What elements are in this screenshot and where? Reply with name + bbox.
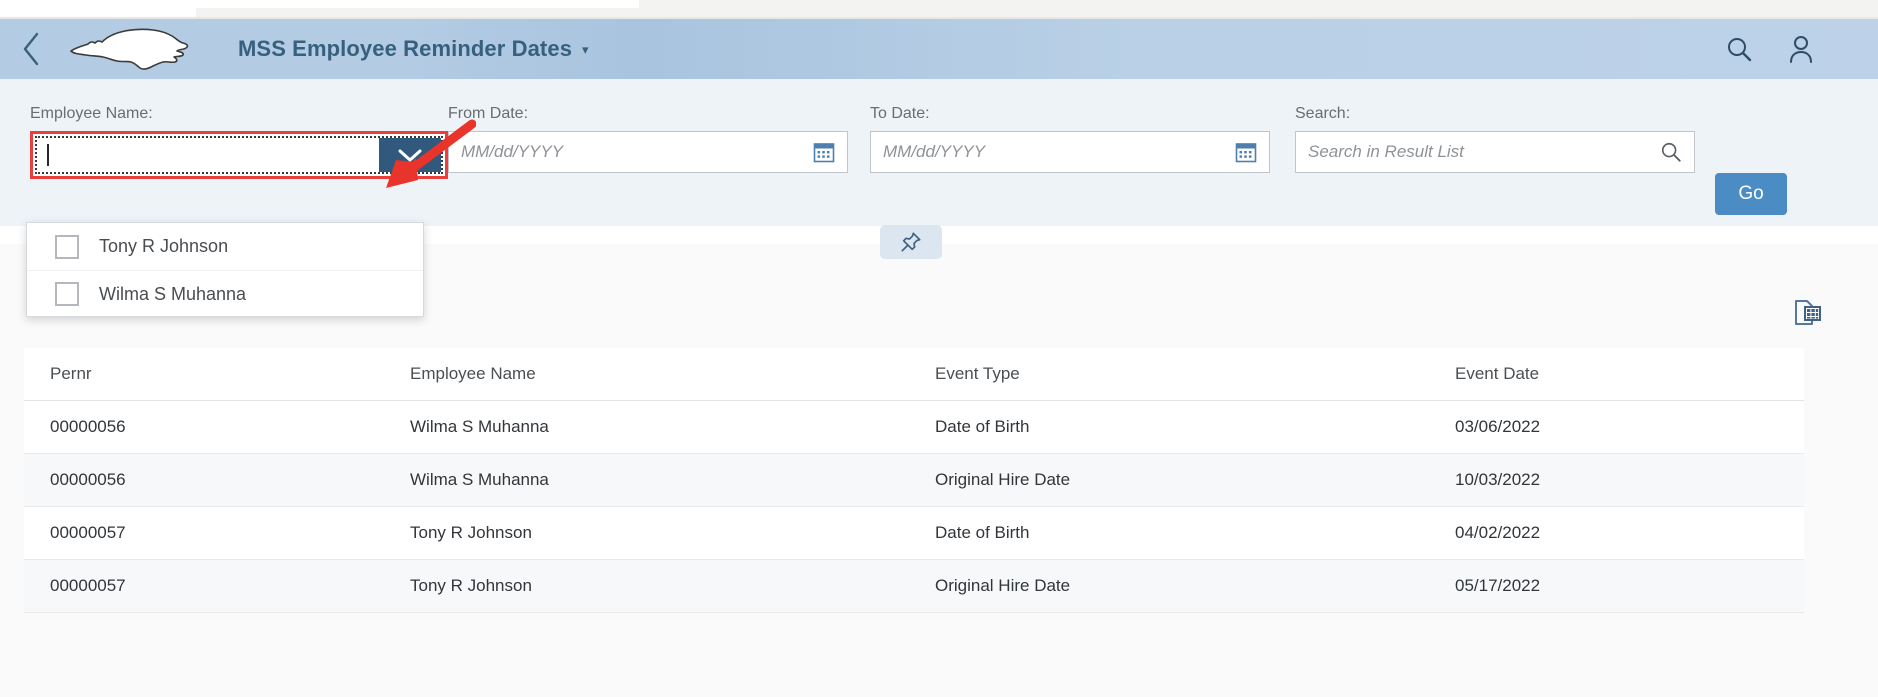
export-to-spreadsheet-button[interactable] (1788, 292, 1828, 332)
table-row[interactable]: 00000057 Tony R Johnson Original Hire Da… (24, 559, 1804, 613)
go-button[interactable]: Go (1715, 173, 1787, 215)
calendar-icon (1235, 143, 1257, 163)
north-carolina-state-outline-logo (62, 19, 202, 79)
app-title-dropdown[interactable]: MSS Employee Reminder Dates ▾ (238, 36, 589, 62)
cell-pernr: 00000056 (24, 400, 384, 454)
checkbox-icon[interactable] (55, 282, 79, 306)
cell-event-type: Date of Birth (909, 506, 1429, 560)
column-header-event-type[interactable]: Event Type (909, 348, 1429, 401)
browser-tab-gap (196, 0, 639, 8)
employee-name-dropdown-list[interactable]: Tony R Johnson Wilma S Muhanna (26, 222, 424, 317)
header-user-button[interactable] (1770, 19, 1832, 79)
back-button[interactable] (0, 19, 62, 79)
to-date-filter: To Date: MM/dd/YYYY (870, 105, 1270, 173)
cell-event-date: 10/03/2022 (1429, 453, 1804, 507)
app-shell-header: MSS Employee Reminder Dates ▾ (0, 19, 1878, 79)
search-icon (1728, 38, 1752, 62)
to-date-placeholder: MM/dd/YYYY (883, 142, 986, 161)
cell-pernr: 00000056 (24, 453, 384, 507)
employee-name-combobox-focus-ring (35, 136, 443, 174)
employee-name-filter: Employee Name: (30, 105, 448, 179)
employee-name-dropdown-button[interactable] (379, 138, 441, 172)
dropdown-option-label: Wilma S Muhanna (99, 283, 247, 304)
column-header-event-date[interactable]: Event Date (1429, 348, 1804, 401)
table-row[interactable]: 00000056 Wilma S Muhanna Date of Birth 0… (24, 400, 1804, 454)
to-date-calendar-button[interactable] (1235, 141, 1257, 163)
table-row[interactable]: 00000057 Tony R Johnson Date of Birth 04… (24, 506, 1804, 560)
filter-bar-pin-button[interactable] (880, 225, 942, 259)
search-placeholder: Search in Result List (1308, 142, 1464, 161)
results-table: Pernr Employee Name Event Type Event Dat… (24, 348, 1804, 613)
cell-event-date: 04/02/2022 (1429, 506, 1804, 560)
from-date-placeholder: MM/dd/YYYY (461, 142, 564, 161)
browser-chrome-divider (0, 17, 1878, 19)
cell-event-type: Date of Birth (909, 400, 1429, 454)
employee-name-combobox[interactable] (30, 131, 448, 179)
table-toolbar (1788, 292, 1828, 332)
dropdown-option-label: Tony R Johnson (99, 236, 229, 256)
from-date-filter: From Date: MM/dd/YYYY (448, 105, 848, 173)
search-icon (1661, 142, 1681, 162)
cell-pernr: 00000057 (24, 506, 384, 560)
header-search-button[interactable] (1708, 19, 1770, 79)
search-submit-button[interactable] (1660, 141, 1682, 163)
employee-name-label: Employee Name: (30, 105, 153, 122)
from-date-calendar-button[interactable] (813, 141, 835, 163)
cell-pernr: 00000057 (24, 559, 384, 613)
pin-icon (901, 232, 921, 252)
user-avatar-icon (1790, 36, 1812, 63)
dropdown-option-1[interactable]: Wilma S Muhanna (27, 270, 423, 317)
column-header-employee-name[interactable]: Employee Name (384, 348, 909, 401)
column-header-pernr[interactable]: Pernr (24, 348, 384, 401)
employee-name-input[interactable] (37, 138, 379, 172)
to-date-label: To Date: (870, 105, 930, 122)
cell-employee-name: Tony R Johnson (384, 559, 909, 613)
cell-event-date: 03/06/2022 (1429, 400, 1804, 454)
search-label: Search: (1295, 105, 1351, 122)
checkbox-icon[interactable] (55, 234, 79, 259)
chevron-down-icon (398, 149, 422, 162)
table-header: Pernr Employee Name Event Type Event Dat… (24, 348, 1804, 401)
filter-bar: Employee Name: From Date: MM/dd/YYYY (0, 79, 1878, 323)
table-row[interactable]: 00000056 Wilma S Muhanna Original Hire D… (24, 453, 1804, 507)
page-title: MSS Employee Reminder Dates (238, 36, 573, 61)
cell-event-type: Original Hire Date (909, 559, 1429, 613)
cell-event-date: 05/17/2022 (1429, 559, 1804, 613)
result-search-filter: Search: Search in Result List (1295, 105, 1695, 173)
export-to-spreadsheet-icon (1795, 300, 1821, 325)
cell-employee-name: Wilma S Muhanna (384, 453, 909, 507)
cell-employee-name: Wilma S Muhanna (384, 400, 909, 454)
cell-event-type: Original Hire Date (909, 453, 1429, 507)
chevron-left-icon (23, 32, 39, 66)
browser-chrome-strip (0, 0, 1878, 19)
cell-employee-name: Tony R Johnson (384, 506, 909, 560)
search-input[interactable]: Search in Result List (1295, 131, 1695, 173)
browser-tab (0, 0, 196, 19)
from-date-label: From Date: (448, 105, 529, 122)
to-date-input[interactable]: MM/dd/YYYY (870, 131, 1270, 173)
text-cursor (47, 144, 49, 166)
table-header-row: Pernr Employee Name Event Type Event Dat… (24, 348, 1804, 401)
from-date-input[interactable]: MM/dd/YYYY (448, 131, 848, 173)
calendar-icon (813, 143, 835, 163)
north-carolina-map-icon (70, 28, 189, 70)
table-body: 00000056 Wilma S Muhanna Date of Birth 0… (24, 400, 1804, 613)
dropdown-option-0[interactable]: Tony R Johnson (27, 223, 423, 270)
chevron-down-icon: ▾ (582, 41, 589, 57)
